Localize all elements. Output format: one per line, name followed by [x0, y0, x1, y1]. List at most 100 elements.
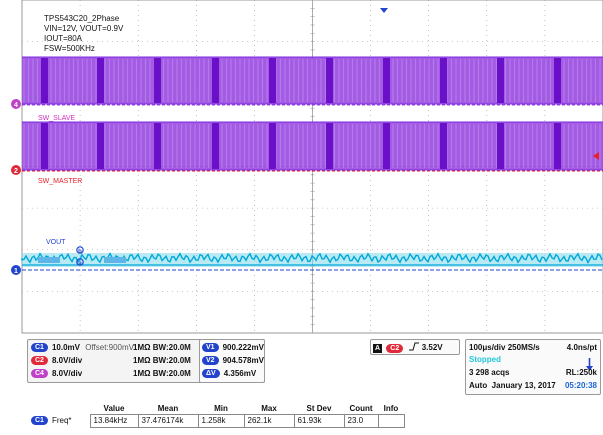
cursor-readout-panel: V1 900.222mV V2 904.578mV ΔV 4.356mV: [199, 339, 265, 383]
capture-time: 05:20:38: [564, 381, 597, 390]
delta-badge: ΔV: [202, 369, 220, 379]
sw-slave-band-pulse: [383, 58, 390, 103]
measurement-max: 262.1k: [243, 413, 295, 428]
header-max: Max: [261, 403, 277, 413]
ch4-impedance: 1MΩ BW:20.0M: [133, 369, 191, 378]
cursor-b-marker[interactable]: b: [76, 246, 84, 255]
ch1-badge[interactable]: C1: [31, 343, 48, 353]
sw-master-band-pulse: [326, 123, 333, 169]
sw-slave-band-pulse: [269, 58, 276, 103]
trigger-level: 3.52V: [421, 343, 443, 353]
time-resolution: 4.0ns/pt: [566, 343, 597, 352]
cursor-b-bar: [104, 257, 126, 263]
v1-badge: V1: [202, 343, 219, 353]
header-value: Value: [103, 403, 125, 413]
channel-row-c4[interactable]: C4 8.0V/div: [31, 368, 82, 379]
sw-master-band-pulse: [269, 123, 276, 169]
acquisition-state: Stopped: [469, 355, 501, 364]
cursor-a-marker[interactable]: a: [76, 258, 84, 267]
sw-slave-band-pulse: [41, 58, 48, 103]
sw-slave-band-pulse: [554, 58, 561, 103]
ch2-badge[interactable]: C2: [31, 356, 48, 366]
measurement-count: 23.0: [343, 413, 379, 428]
vout-label: VOUT: [46, 239, 66, 246]
header-stdev: St Dev: [306, 403, 332, 413]
sw-slave-band-pulse: [497, 58, 504, 103]
sw-master-band-pulse: [440, 123, 447, 169]
cursor-v1[interactable]: V1 900.222mV: [202, 342, 264, 353]
measurement-stdev: 61.93k: [293, 413, 345, 428]
annotation-title: TPS543C20_2Phase: [44, 14, 120, 23]
ch4-bandwidth: BW:20.0M: [152, 369, 191, 378]
measurement-min: 1.258k: [197, 413, 245, 428]
trigger-level-arrow[interactable]: [593, 152, 599, 160]
sample-rate: 250MS/s: [507, 343, 540, 352]
sw-master-band-pulse: [554, 123, 561, 169]
annotation-iout: IOUT=80A: [44, 34, 83, 43]
record-length: RL:250k: [565, 368, 597, 377]
measurement-row[interactable]: C1 Freq* 13.84kHz 37.476174k 1.258k 262.1…: [28, 413, 405, 428]
ch2-impedance: 1MΩ BW:20.0M: [133, 356, 191, 365]
sw-slave-band-pulse: [212, 58, 219, 103]
cursor-delta[interactable]: ΔV 4.356mV: [202, 368, 256, 379]
sw-slave-label: SW_SLAVE: [38, 115, 76, 122]
ch2-bandwidth: BW:20.0M: [152, 356, 191, 365]
ch1-impedance: 1MΩ BW:20.0M: [133, 343, 191, 352]
capture-date: January 13, 2017: [491, 381, 556, 390]
single-sequence-icon: [586, 358, 593, 374]
channel-row-c2[interactable]: C2 8.0V/div: [31, 355, 82, 366]
waveform-display[interactable]: 4 2 1 a b TPS543C20_2Phase VIN=12V, VOUT…: [0, 0, 603, 340]
ch1-ground-marker[interactable]: 1: [11, 265, 21, 275]
trigger-mode-badge: A: [373, 343, 383, 353]
annotation-vin-vout: VIN=12V, VOUT=0.9V: [44, 24, 124, 33]
v2-value: 904.578mV: [222, 356, 264, 365]
sw-master-band-pulse: [383, 123, 390, 169]
cursor-a-text: a: [78, 261, 82, 267]
trigger-panel[interactable]: A C2 3.52V: [370, 339, 460, 355]
ch4-ground-marker[interactable]: 4: [11, 99, 21, 109]
trigger-source-badge: C2: [386, 343, 404, 353]
trigger-mode-auto: Auto: [469, 381, 488, 390]
ch4-marker-text: 4: [14, 102, 18, 109]
sw-slave-band-pulse: [326, 58, 333, 103]
measurement-value: 13.84kHz: [89, 413, 139, 428]
cursor-b-text: b: [78, 249, 82, 255]
trigger-position-marker[interactable]: [380, 8, 388, 13]
sw-master-band-pulse: [97, 123, 104, 169]
sw-slave-band-pulse: [154, 58, 161, 103]
cursor-v2[interactable]: V2 904.578mV: [202, 355, 264, 366]
sw-master-band-pulse: [497, 123, 504, 169]
vout-trace: [21, 251, 603, 265]
header-min: Min: [214, 403, 228, 413]
sw-master-band-pulse: [41, 123, 48, 169]
channel-row-c1[interactable]: C1 10.0mV Offset:900mV: [31, 342, 134, 353]
ch1-offset: Offset:900mV: [85, 343, 134, 352]
measurement-source-badge: C1: [31, 416, 48, 426]
ch2-marker-text: 2: [14, 168, 18, 175]
rising-edge-icon: [409, 342, 420, 354]
measurement-source[interactable]: C1 Freq*: [28, 414, 90, 427]
sw-slave-band-pulse: [440, 58, 447, 103]
ch2-ground-marker[interactable]: 2: [11, 165, 21, 175]
annotation-fsw: FSW=500KHz: [44, 44, 95, 53]
measurement-name: Freq*: [51, 415, 72, 425]
measurement-table: Value Mean Min Max St Dev Count Info C1 F…: [28, 403, 405, 428]
ch1-scale: 10.0mV: [51, 343, 80, 352]
header-mean: Mean: [157, 403, 179, 413]
ch1-bandwidth: BW:20.0M: [152, 343, 191, 352]
sw-master-band-pulse: [154, 123, 161, 169]
measurement-mean: 37.476174k: [137, 413, 199, 428]
ch1-marker-text: 1: [14, 268, 18, 275]
v2-badge: V2: [202, 356, 219, 366]
delta-value: 4.356mV: [223, 369, 257, 378]
horizontal-panel[interactable]: 100μs/div 250MS/s 4.0ns/pt Stopped 3 298…: [465, 339, 601, 395]
sw-slave-band-pulse: [97, 58, 104, 103]
cursor-a-bar: [38, 257, 60, 263]
ch2-scale: 8.0V/div: [51, 356, 83, 365]
ch4-badge[interactable]: C4: [31, 369, 48, 379]
time-scale: 100μs/div: [469, 343, 506, 352]
acquisition-count: 3 298 acqs: [469, 368, 510, 377]
ch4-scale: 8.0V/div: [51, 369, 83, 378]
header-count: Count: [349, 403, 373, 413]
